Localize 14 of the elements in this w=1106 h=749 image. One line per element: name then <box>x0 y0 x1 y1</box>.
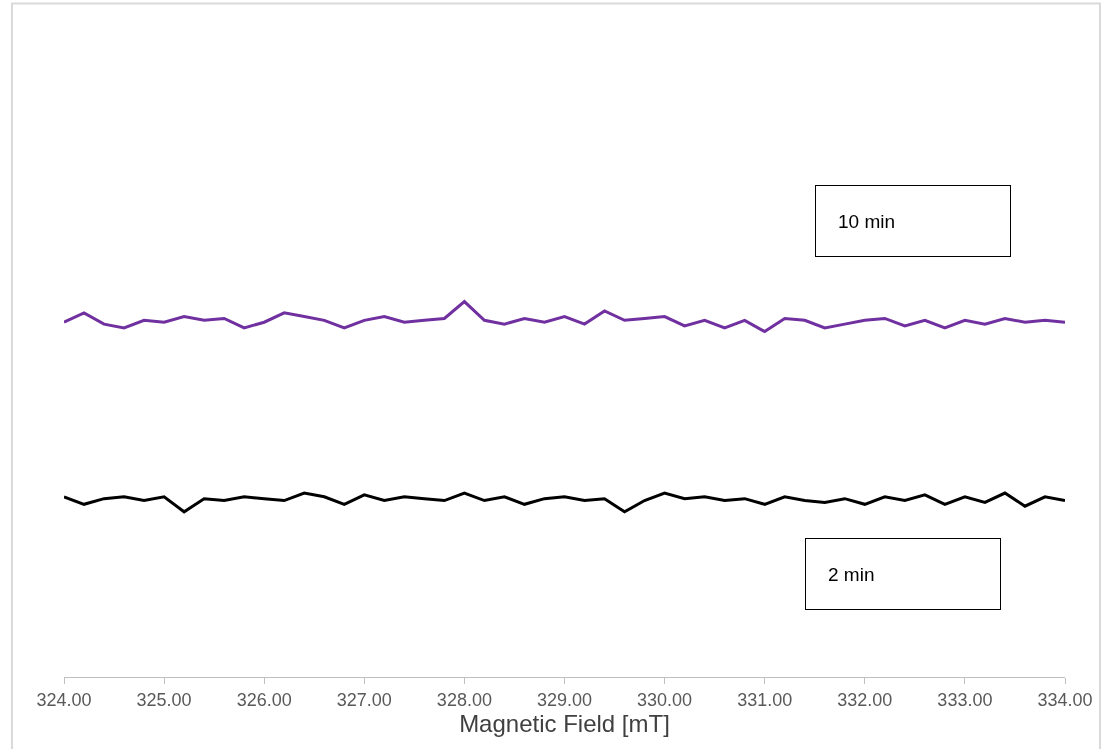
x-tick-label: 333.00 <box>937 689 993 710</box>
x-tick-label: 331.00 <box>737 689 793 710</box>
x-tick-label: 332.00 <box>837 689 893 710</box>
x-tick-label: 326.00 <box>236 689 292 710</box>
x-tick-label: 329.00 <box>536 689 593 710</box>
x-tick-label: 330.00 <box>637 689 693 710</box>
x-tick-label: 334.00 <box>1037 689 1093 710</box>
x-tick-label: 324.00 <box>36 689 92 710</box>
x-axis-title: Magnetic Field [mT] <box>459 709 670 737</box>
x-tick-label: 327.00 <box>336 689 392 710</box>
annotation: 2 min <box>828 563 875 585</box>
x-tick-label: 325.00 <box>136 689 192 710</box>
x-tick-label: 328.00 <box>436 689 492 710</box>
text: 10 min <box>838 210 896 232</box>
